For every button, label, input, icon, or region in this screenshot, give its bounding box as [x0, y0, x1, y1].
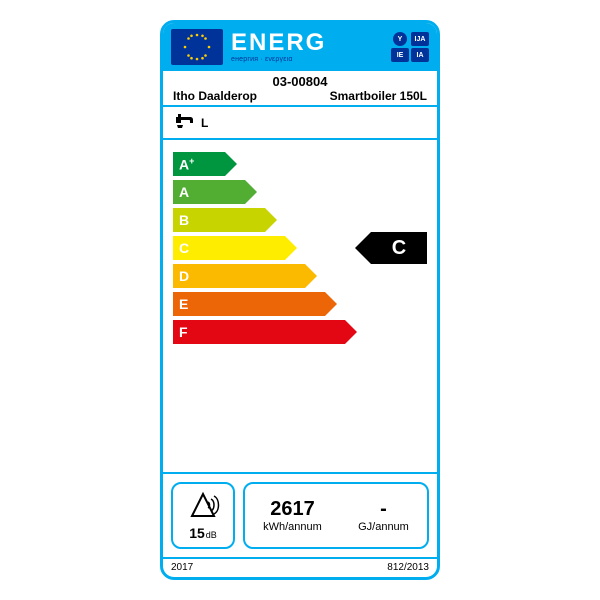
rating-arrow: C — [371, 232, 427, 264]
rating-value: C — [371, 232, 427, 264]
gj-value: - — [358, 498, 409, 521]
consumption-box: 2617 kWh/annum - GJ/annum — [243, 482, 429, 549]
kwh-unit: kWh/annum — [263, 521, 322, 533]
energ-subtitle: енергия · ενεργεια — [231, 56, 383, 63]
badge: IA — [411, 48, 429, 62]
noise-icon — [186, 490, 220, 523]
footer-year: 2017 — [171, 562, 193, 573]
kwh-value: 2617 — [263, 498, 322, 521]
load-profile-value: L — [201, 116, 208, 130]
efficiency-bar: D — [173, 264, 427, 288]
efficiency-bar: B — [173, 208, 427, 232]
tap-icon — [173, 111, 197, 134]
language-badges: Y IJA IE IA — [391, 32, 429, 62]
efficiency-bar: F — [173, 320, 427, 344]
model-name: Smartboiler 150L — [330, 89, 427, 103]
efficiency-bar: A+ — [173, 152, 427, 176]
gj-unit: GJ/annum — [358, 521, 409, 533]
noise-value: 15 — [189, 525, 205, 541]
efficiency-scale: A+ABCDEF C — [163, 138, 437, 472]
energ-title-block: ENERG енергия · ενεργεια — [231, 31, 383, 63]
supplier-name: Itho Daalderop — [173, 89, 257, 103]
noise-unit: dB — [206, 530, 217, 540]
energ-title: ENERG — [231, 31, 383, 55]
load-profile-row: L — [163, 105, 437, 138]
footer-regulation: 812/2013 — [387, 562, 429, 573]
efficiency-bar: E — [173, 292, 427, 316]
badge: Y — [393, 32, 407, 46]
eu-flag-icon — [171, 29, 223, 65]
energy-label: ENERG енергия · ενεργεια Y IJA IE IA 03-… — [160, 20, 440, 580]
badge: IE — [391, 48, 409, 62]
footer: 2017 812/2013 — [163, 557, 437, 577]
header: ENERG енергия · ενεργεια Y IJA IE IA — [163, 23, 437, 69]
product-info: 03-00804 Itho Daalderop Smartboiler 150L — [163, 69, 437, 105]
product-code: 03-00804 — [171, 74, 429, 89]
noise-box: 15dB — [171, 482, 235, 549]
efficiency-bar: A — [173, 180, 427, 204]
metrics-row: 15dB 2617 kWh/annum - GJ/annum — [163, 472, 437, 557]
badge: IJA — [411, 32, 429, 46]
